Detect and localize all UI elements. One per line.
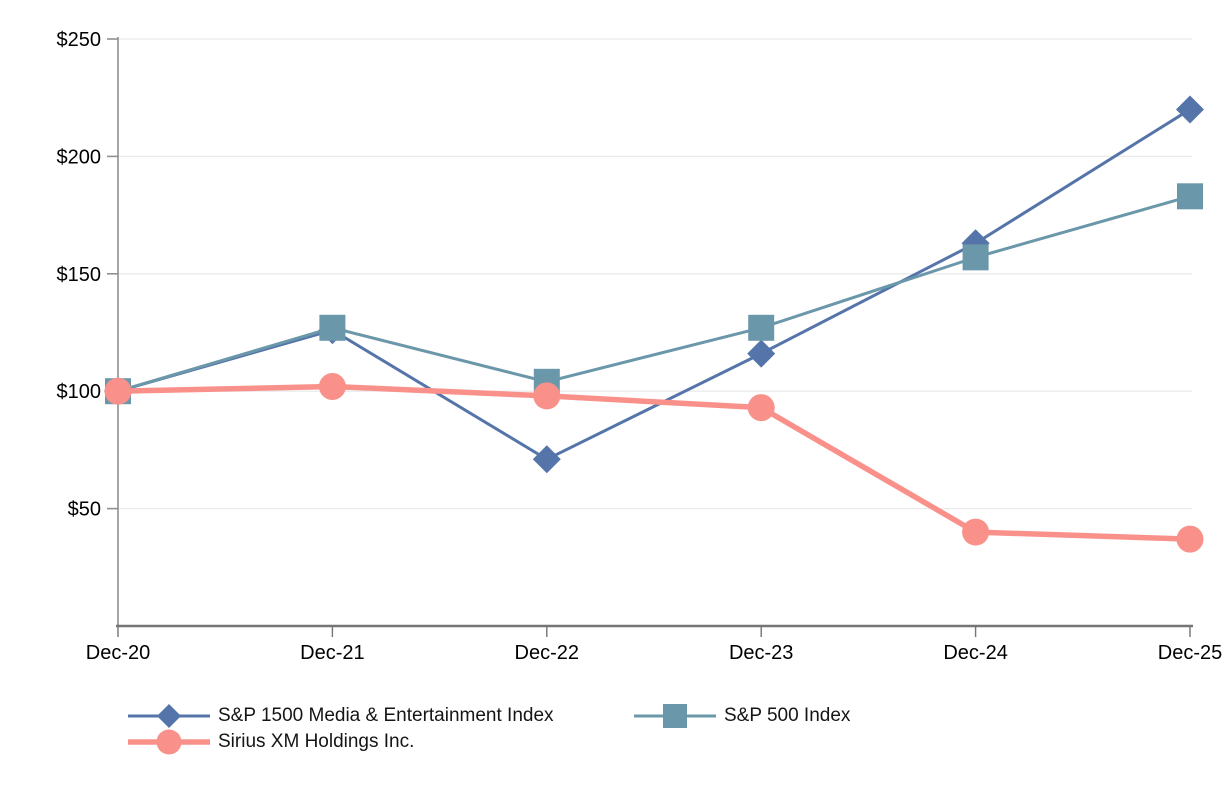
circle-marker bbox=[533, 382, 561, 410]
diamond-marker bbox=[747, 339, 776, 368]
circle-marker bbox=[747, 394, 775, 422]
square-marker bbox=[319, 314, 346, 341]
x-tick-label: Dec-25 bbox=[1158, 642, 1222, 664]
series-line bbox=[117, 383, 1191, 542]
diamond-marker bbox=[532, 445, 561, 474]
x-tick-label: Dec-21 bbox=[300, 642, 364, 664]
square-marker-icon bbox=[634, 704, 716, 728]
y-tick-label: $100 bbox=[57, 381, 102, 403]
series-line bbox=[117, 194, 1191, 393]
x-tick-label: Dec-24 bbox=[943, 642, 1007, 664]
circle-marker bbox=[1176, 525, 1204, 553]
legend-item-sp1500-media-entertainment-index: S&P 1500 Media & Entertainment Index bbox=[128, 703, 554, 729]
circle-marker bbox=[318, 373, 346, 401]
legend-label: S&P 1500 Media & Entertainment Index bbox=[218, 705, 554, 726]
circle-marker bbox=[104, 377, 132, 405]
circle-marker-icon bbox=[128, 729, 210, 755]
gridlines bbox=[118, 38, 1192, 510]
square-marker bbox=[962, 244, 989, 271]
y-tick-label: $200 bbox=[57, 146, 102, 168]
diamond-marker-icon bbox=[128, 704, 210, 728]
x-tick-label: Dec-20 bbox=[86, 642, 150, 664]
y-axis: $50 $100 $150 $200 $250 bbox=[57, 29, 119, 626]
legend-item-sirius-xm-holdings: Sirius XM Holdings Inc. bbox=[128, 729, 414, 755]
y-tick-label: $250 bbox=[57, 29, 102, 51]
x-tick-label: Dec-23 bbox=[729, 642, 793, 664]
y-tick-label: $50 bbox=[68, 499, 101, 521]
series-2-circle bbox=[104, 373, 1204, 553]
series-0-diamond bbox=[104, 95, 1204, 474]
x-tick-label: Dec-22 bbox=[515, 642, 579, 664]
y-tick-label: $150 bbox=[57, 264, 102, 286]
series-1-square bbox=[105, 183, 1203, 405]
legend-item-sp500-index: S&P 500 Index bbox=[634, 703, 850, 729]
square-marker bbox=[748, 314, 775, 341]
legend-label: Sirius XM Holdings Inc. bbox=[218, 731, 415, 752]
x-axis: Dec-20 Dec-21 Dec-22 Dec-23 Dec-24 Dec-25 bbox=[86, 624, 1222, 664]
legend-label: S&P 500 Index bbox=[724, 705, 851, 726]
diamond-marker bbox=[1176, 95, 1204, 124]
circle-marker bbox=[962, 518, 990, 546]
series-line bbox=[117, 108, 1191, 461]
square-marker bbox=[1177, 183, 1203, 210]
